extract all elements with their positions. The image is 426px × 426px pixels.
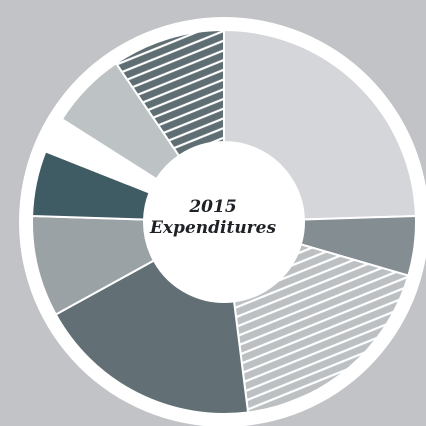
center-hole <box>144 142 304 302</box>
